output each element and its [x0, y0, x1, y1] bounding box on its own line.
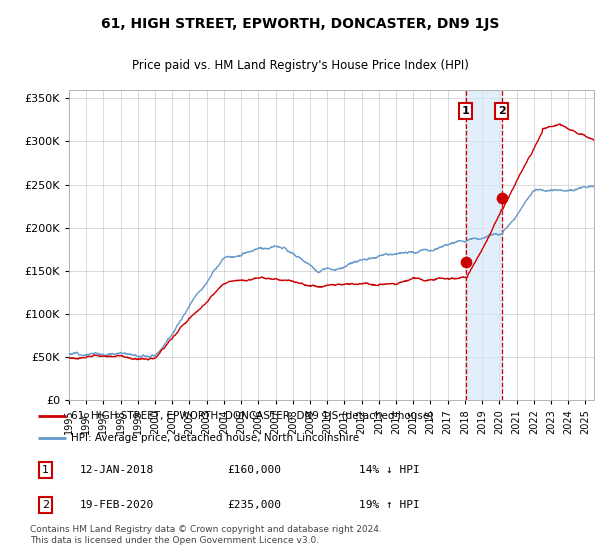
Text: 14% ↓ HPI: 14% ↓ HPI [359, 465, 420, 475]
Text: HPI: Average price, detached house, North Lincolnshire: HPI: Average price, detached house, Nort… [71, 433, 359, 443]
Text: £160,000: £160,000 [227, 465, 281, 475]
Text: 19-FEB-2020: 19-FEB-2020 [79, 500, 154, 510]
Text: 1: 1 [42, 465, 49, 475]
Point [461, 258, 470, 267]
Text: 2: 2 [42, 500, 49, 510]
Text: 12-JAN-2018: 12-JAN-2018 [79, 465, 154, 475]
Text: 61, HIGH STREET, EPWORTH, DONCASTER, DN9 1JS: 61, HIGH STREET, EPWORTH, DONCASTER, DN9… [101, 17, 499, 31]
Text: 1: 1 [462, 106, 469, 116]
Point [497, 193, 506, 202]
Text: Price paid vs. HM Land Registry's House Price Index (HPI): Price paid vs. HM Land Registry's House … [131, 59, 469, 72]
Text: Contains HM Land Registry data © Crown copyright and database right 2024.
This d: Contains HM Land Registry data © Crown c… [30, 525, 382, 545]
Text: 2: 2 [497, 106, 505, 116]
Text: £235,000: £235,000 [227, 500, 281, 510]
Text: 61, HIGH STREET, EPWORTH, DONCASTER, DN9 1JS (detached house): 61, HIGH STREET, EPWORTH, DONCASTER, DN9… [71, 410, 433, 421]
Text: 19% ↑ HPI: 19% ↑ HPI [359, 500, 420, 510]
Bar [466, 90, 502, 400]
